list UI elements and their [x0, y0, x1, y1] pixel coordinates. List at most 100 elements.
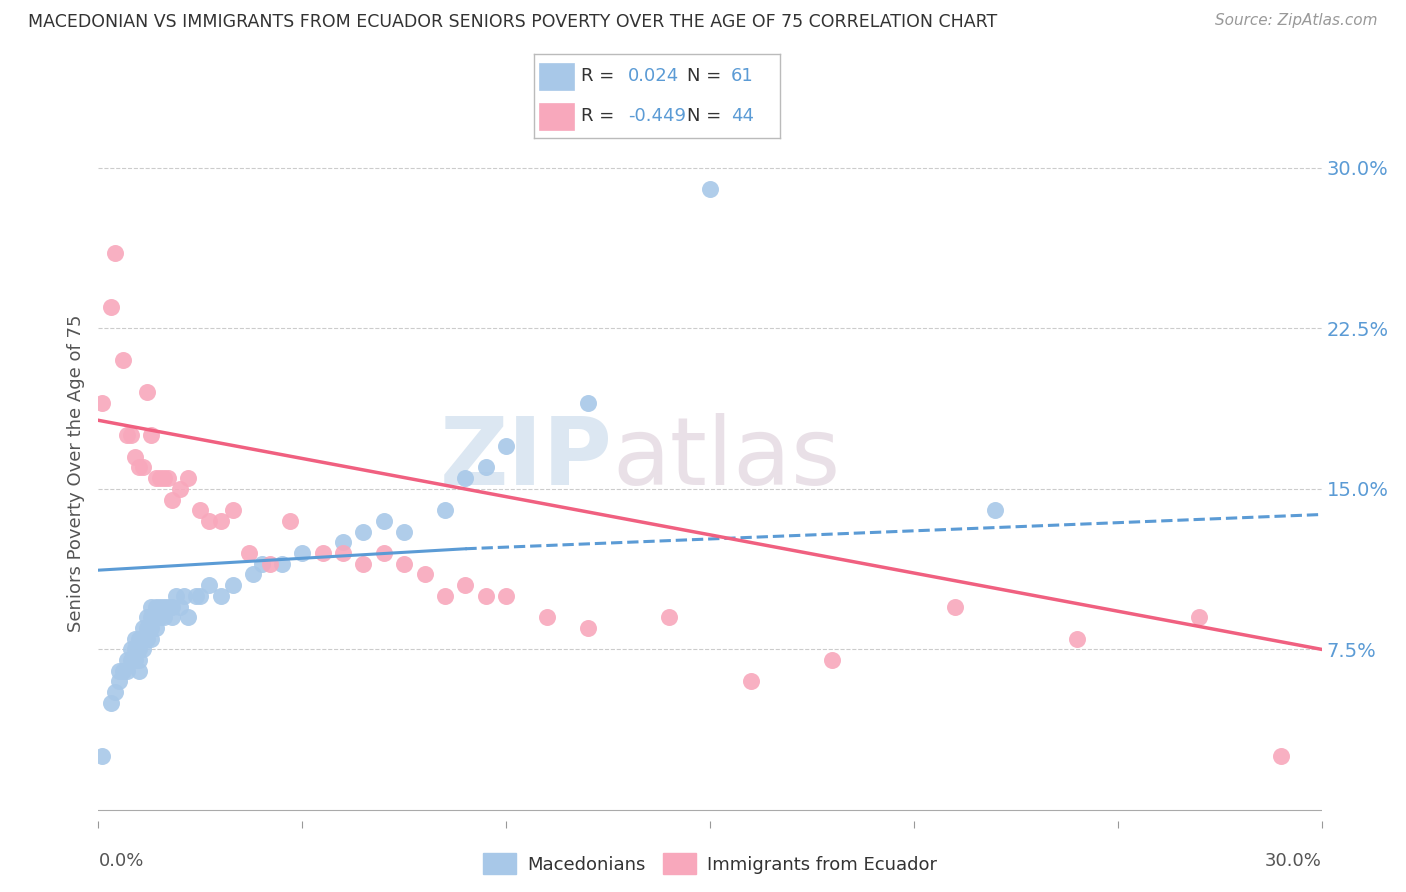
Point	[128, 460, 150, 475]
Point	[984, 503, 1007, 517]
Point	[576, 396, 599, 410]
Point	[373, 546, 395, 560]
Point	[132, 460, 155, 475]
Point	[222, 503, 245, 517]
Legend: Macedonians, Immigrants from Ecuador: Macedonians, Immigrants from Ecuador	[477, 846, 943, 881]
Point	[108, 664, 131, 678]
Point	[392, 524, 416, 539]
Text: 61: 61	[731, 68, 754, 86]
Point	[943, 599, 966, 614]
Point	[1066, 632, 1088, 646]
Point	[124, 632, 146, 646]
Point	[242, 567, 264, 582]
Point	[1188, 610, 1211, 624]
Point	[352, 524, 374, 539]
Point	[209, 589, 232, 603]
Point	[474, 460, 498, 475]
Point	[197, 514, 219, 528]
Text: MACEDONIAN VS IMMIGRANTS FROM ECUADOR SENIORS POVERTY OVER THE AGE OF 75 CORRELA: MACEDONIAN VS IMMIGRANTS FROM ECUADOR SE…	[28, 13, 997, 31]
Point	[128, 653, 150, 667]
Text: atlas: atlas	[612, 413, 841, 505]
Point	[740, 674, 762, 689]
Point	[104, 246, 127, 260]
Point	[115, 653, 138, 667]
Point	[188, 589, 212, 603]
Point	[413, 567, 436, 582]
Point	[152, 610, 174, 624]
Point	[434, 589, 457, 603]
Point	[120, 653, 142, 667]
Point	[186, 589, 208, 603]
Text: R =: R =	[581, 68, 614, 86]
Point	[332, 535, 354, 549]
Text: 30.0%: 30.0%	[1265, 852, 1322, 870]
Point	[821, 653, 844, 667]
Point	[111, 353, 134, 368]
Point	[177, 471, 200, 485]
Point	[278, 514, 301, 528]
Point	[141, 610, 163, 624]
Point	[373, 514, 395, 528]
Point	[132, 632, 155, 646]
Point	[454, 471, 477, 485]
Point	[392, 557, 416, 571]
Point	[100, 300, 122, 314]
Point	[120, 428, 142, 442]
Point	[128, 664, 150, 678]
Point	[291, 546, 314, 560]
Point	[128, 642, 150, 657]
Bar	[540, 62, 574, 90]
Point	[177, 610, 200, 624]
Point	[250, 557, 273, 571]
Point	[149, 471, 172, 485]
Point	[160, 492, 183, 507]
Point	[209, 514, 232, 528]
Point	[145, 471, 167, 485]
Text: N =: N =	[686, 107, 721, 125]
Point	[91, 749, 114, 764]
Point	[111, 664, 134, 678]
Point	[259, 557, 281, 571]
Point	[495, 439, 517, 453]
Point	[270, 557, 294, 571]
Point	[238, 546, 260, 560]
Text: 0.024: 0.024	[627, 68, 679, 86]
Point	[136, 632, 159, 646]
Point	[124, 450, 146, 464]
Point	[100, 696, 122, 710]
Point	[332, 546, 354, 560]
Point	[136, 385, 159, 400]
Point	[141, 599, 163, 614]
Point	[169, 599, 191, 614]
Point	[115, 664, 138, 678]
Point	[128, 632, 150, 646]
Y-axis label: Seniors Poverty Over the Age of 75: Seniors Poverty Over the Age of 75	[66, 314, 84, 632]
Point	[136, 610, 159, 624]
Point	[132, 621, 155, 635]
Point	[222, 578, 245, 592]
Point	[352, 557, 374, 571]
Point	[173, 589, 195, 603]
Point	[434, 503, 457, 517]
Point	[699, 182, 721, 196]
Point	[145, 610, 167, 624]
Point	[149, 610, 172, 624]
Point	[160, 599, 183, 614]
Point	[91, 396, 114, 410]
Point	[149, 599, 172, 614]
Point	[474, 589, 498, 603]
Point	[156, 471, 179, 485]
Point	[108, 674, 131, 689]
Point	[156, 599, 179, 614]
Bar	[540, 103, 574, 130]
Point	[536, 610, 558, 624]
Point	[495, 589, 517, 603]
Text: R =: R =	[581, 107, 614, 125]
Text: ZIP: ZIP	[439, 413, 612, 505]
Text: 44: 44	[731, 107, 754, 125]
Point	[141, 621, 163, 635]
Text: Source: ZipAtlas.com: Source: ZipAtlas.com	[1215, 13, 1378, 29]
Point	[165, 589, 187, 603]
Point	[169, 482, 191, 496]
Point	[197, 578, 219, 592]
